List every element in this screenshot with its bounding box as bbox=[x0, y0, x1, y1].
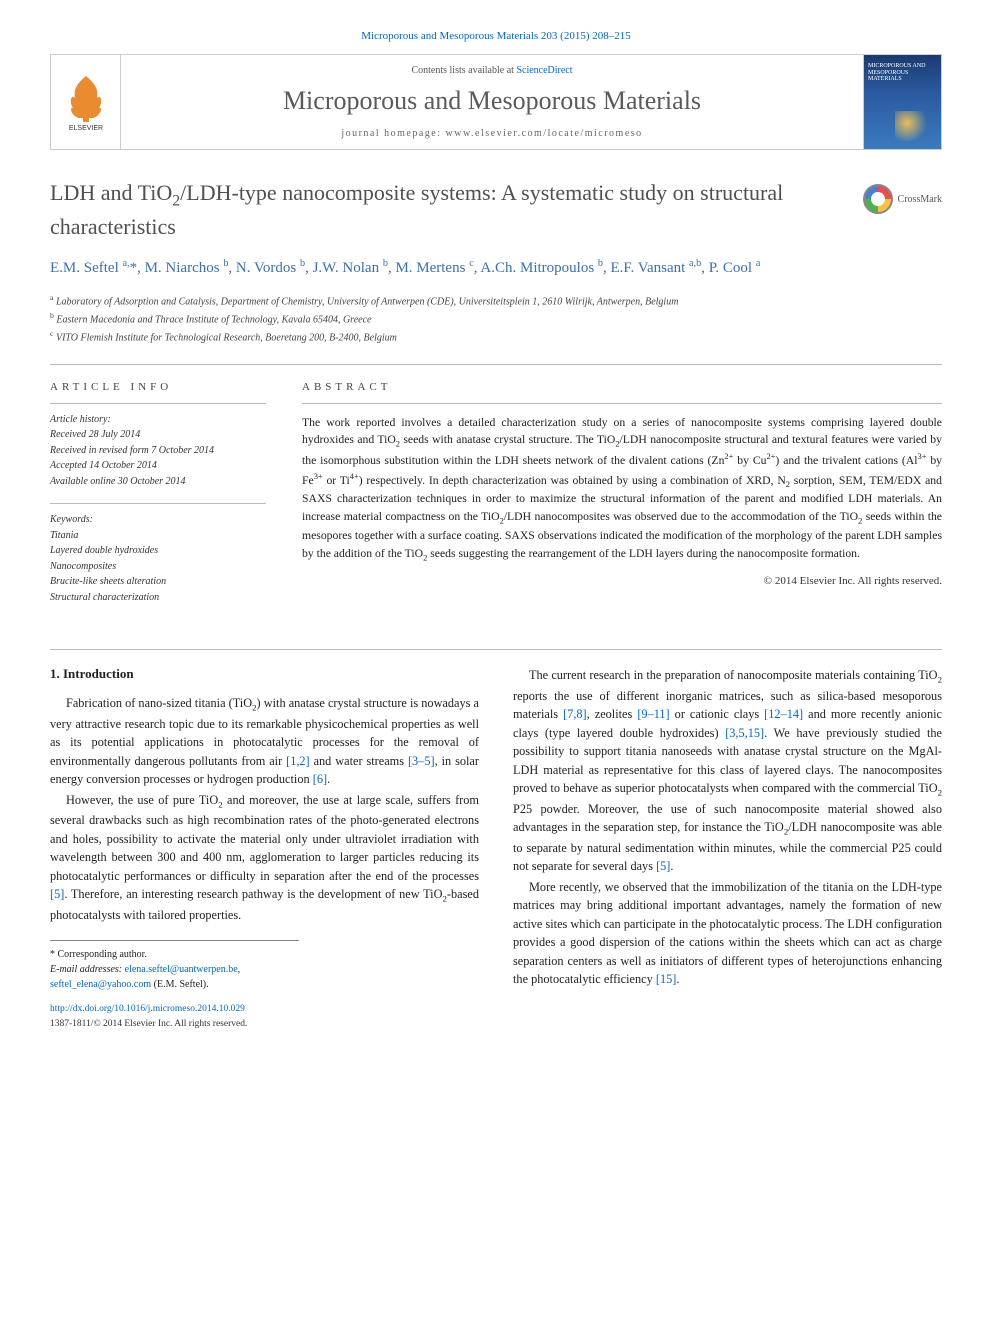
section-heading: 1. Introduction bbox=[50, 666, 479, 682]
journal-title: Microporous and Mesoporous Materials bbox=[283, 86, 701, 116]
email-label: E-mail addresses: bbox=[50, 964, 122, 975]
info-divider bbox=[50, 403, 266, 404]
cover-label: MICROPOROUS AND MESOPOROUS MATERIALS bbox=[868, 63, 937, 83]
author-list: E.M. Seftel a,*, M. Niarchos b, N. Vordo… bbox=[50, 257, 942, 280]
abstract-text: The work reported involves a detailed ch… bbox=[302, 414, 942, 564]
history-revised: Received in revised form 7 October 2014 bbox=[50, 443, 266, 459]
left-column: 1. Introduction Fabrication of nano-size… bbox=[50, 666, 479, 1031]
article-info: ARTICLE INFO Article history: Received 2… bbox=[50, 381, 266, 620]
sciencedirect-link[interactable]: ScienceDirect bbox=[516, 65, 572, 76]
corresponding-author-note: * Corresponding author. E-mail addresses… bbox=[50, 940, 299, 992]
journal-reference: Microporous and Mesoporous Materials 203… bbox=[50, 30, 942, 42]
history-received: Received 28 July 2014 bbox=[50, 427, 266, 443]
abstract-copyright: © 2014 Elsevier Inc. All rights reserved… bbox=[302, 575, 942, 587]
abstract-heading: ABSTRACT bbox=[302, 381, 942, 393]
divider bbox=[50, 649, 942, 650]
keywords: Keywords: Titania Layered double hydroxi… bbox=[50, 512, 266, 605]
article-history: Article history: Received 28 July 2014 R… bbox=[50, 412, 266, 490]
author-email-link[interactable]: elena.seftel@uantwerpen.be bbox=[125, 964, 238, 975]
article-title: LDH and TiO2/LDH-type nanocomposite syst… bbox=[50, 178, 843, 241]
corr-author-label: * Corresponding author. bbox=[50, 947, 299, 962]
keyword: Layered double hydroxides bbox=[50, 543, 266, 559]
affiliation-a: a Laboratory of Adsorption and Catalysis… bbox=[50, 292, 942, 310]
body-paragraph: Fabrication of nano-sized titania (TiO2)… bbox=[50, 694, 479, 788]
doi-block: http://dx.doi.org/10.1016/j.micromeso.20… bbox=[50, 1002, 479, 1031]
affiliation-c: c VITO Flemish Institute for Technologic… bbox=[50, 328, 942, 346]
keywords-label: Keywords: bbox=[50, 512, 266, 528]
keyword: Titania bbox=[50, 528, 266, 544]
elsevier-logo[interactable]: ELSEVIER bbox=[51, 55, 121, 149]
journal-homepage[interactable]: journal homepage: www.elsevier.com/locat… bbox=[341, 128, 642, 139]
history-label: Article history: bbox=[50, 412, 266, 428]
abstract: ABSTRACT The work reported involves a de… bbox=[302, 381, 942, 620]
elsevier-label: ELSEVIER bbox=[68, 125, 102, 132]
body-paragraph: However, the use of pure TiO2 and moreov… bbox=[50, 791, 479, 925]
right-column: The current research in the preparation … bbox=[513, 666, 942, 1031]
author-email-link[interactable]: seftel_elena@yahoo.com bbox=[50, 979, 151, 990]
keyword: Structural characterization bbox=[50, 590, 266, 606]
issn-copyright: 1387-1811/© 2014 Elsevier Inc. All right… bbox=[50, 1019, 247, 1029]
contents-lists-line: Contents lists available at ScienceDirec… bbox=[411, 65, 572, 76]
affiliations: a Laboratory of Adsorption and Catalysis… bbox=[50, 292, 942, 345]
crossmark-label: CrossMark bbox=[898, 194, 942, 205]
corr-emails: E-mail addresses: elena.seftel@uantwerpe… bbox=[50, 962, 299, 992]
journal-cover-thumbnail[interactable]: MICROPOROUS AND MESOPOROUS MATERIALS bbox=[863, 55, 941, 149]
keyword: Brucite-like sheets alteration bbox=[50, 574, 266, 590]
divider bbox=[50, 364, 942, 365]
abstract-divider bbox=[302, 403, 942, 404]
crossmark-badge[interactable]: CrossMark bbox=[863, 184, 942, 214]
affiliation-b: b Eastern Macedonia and Thrace Institute… bbox=[50, 310, 942, 328]
doi-link[interactable]: http://dx.doi.org/10.1016/j.micromeso.20… bbox=[50, 1004, 245, 1014]
body-paragraph: More recently, we observed that the immo… bbox=[513, 878, 942, 989]
keyword: Nanocomposites bbox=[50, 559, 266, 575]
contents-prefix: Contents lists available at bbox=[411, 65, 516, 76]
body-paragraph: The current research in the preparation … bbox=[513, 666, 942, 876]
history-online: Available online 30 October 2014 bbox=[50, 474, 266, 490]
journal-header: ELSEVIER Contents lists available at Sci… bbox=[50, 54, 942, 150]
elsevier-tree-icon: ELSEVIER bbox=[61, 72, 111, 132]
article-info-heading: ARTICLE INFO bbox=[50, 381, 266, 393]
crossmark-icon bbox=[863, 184, 893, 214]
email-tail: (E.M. Seftel). bbox=[154, 979, 209, 990]
history-accepted: Accepted 14 October 2014 bbox=[50, 458, 266, 474]
header-center: Contents lists available at ScienceDirec… bbox=[121, 55, 863, 149]
info-divider bbox=[50, 503, 266, 504]
